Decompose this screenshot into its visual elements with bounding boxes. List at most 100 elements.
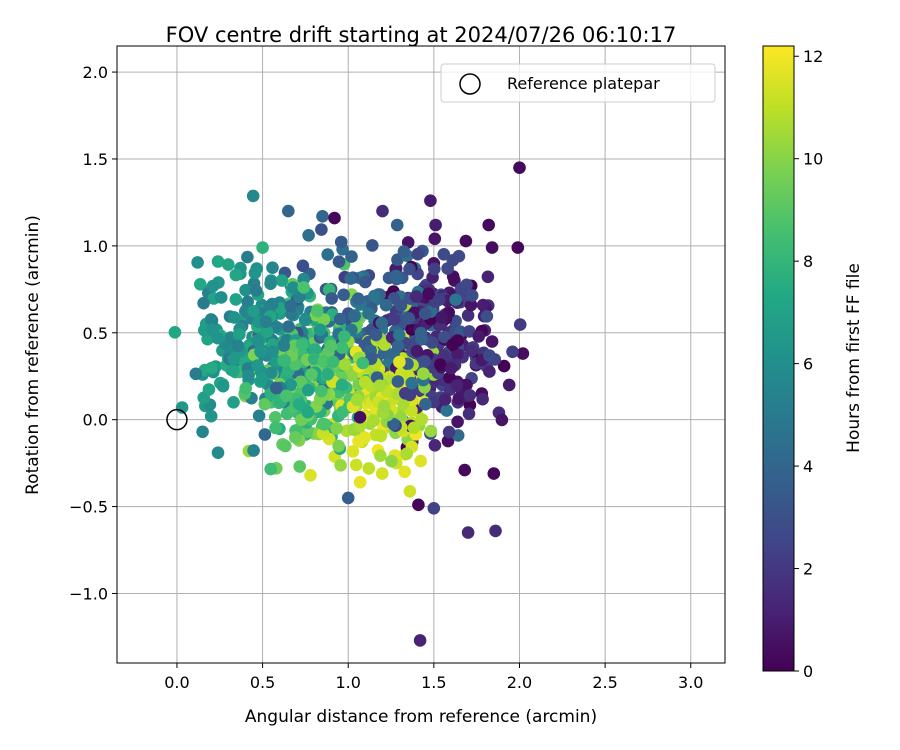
data-point	[511, 241, 525, 254]
data-point	[293, 460, 307, 473]
data-point	[310, 304, 324, 318]
data-point	[385, 454, 398, 468]
data-point	[398, 465, 412, 479]
data-point	[282, 320, 295, 333]
x-tick-label: 1.0	[335, 673, 360, 692]
data-point	[425, 336, 439, 349]
y-tick-label: 0.0	[83, 411, 108, 430]
data-point	[229, 293, 243, 306]
data-point	[513, 318, 527, 331]
data-point	[356, 356, 370, 370]
data-point	[418, 307, 432, 320]
data-point	[463, 389, 477, 402]
data-point	[387, 313, 401, 326]
data-point	[459, 234, 473, 248]
data-point	[452, 392, 466, 405]
data-point	[229, 268, 243, 282]
data-point	[460, 378, 473, 392]
data-point	[269, 421, 282, 435]
x-tick-label: 3.0	[678, 673, 703, 692]
data-point	[450, 379, 464, 392]
data-point	[485, 241, 499, 254]
data-point	[394, 299, 408, 312]
data-point	[295, 338, 309, 351]
y-tick-label: −0.5	[69, 498, 108, 517]
data-point	[362, 307, 375, 320]
data-point	[375, 467, 389, 480]
data-point	[464, 298, 478, 312]
data-point	[202, 383, 216, 396]
data-point	[251, 334, 264, 347]
data-point	[350, 393, 364, 407]
data-point	[334, 459, 347, 472]
data-point	[294, 375, 308, 389]
data-point	[353, 475, 367, 489]
data-point	[338, 358, 352, 371]
data-point	[251, 359, 264, 372]
data-point	[328, 211, 341, 225]
data-point	[429, 218, 442, 232]
data-point	[227, 311, 241, 324]
data-point	[265, 366, 278, 380]
data-point	[446, 253, 460, 267]
data-point	[432, 293, 446, 307]
data-point	[393, 355, 406, 369]
data-point	[206, 279, 220, 293]
data-point	[280, 389, 293, 403]
data-point	[403, 388, 417, 402]
data-point	[270, 381, 283, 395]
data-point	[417, 367, 430, 381]
data-point	[413, 634, 427, 647]
data-point	[489, 524, 502, 538]
data-point	[374, 449, 387, 463]
data-point	[196, 425, 209, 439]
data-point	[337, 288, 350, 302]
legend-frame	[440, 63, 716, 103]
data-point	[465, 344, 478, 358]
data-point	[304, 469, 317, 482]
data-point	[415, 332, 429, 346]
data-point	[460, 278, 473, 292]
legend: Reference platepar	[440, 63, 716, 103]
data-point	[483, 365, 496, 378]
data-point	[222, 258, 235, 271]
data-point	[168, 326, 182, 339]
x-tick-label: 1.5	[421, 673, 446, 692]
data-point	[438, 393, 452, 406]
data-point	[516, 347, 530, 360]
data-point	[293, 398, 306, 411]
data-point	[241, 250, 254, 264]
data-point	[476, 392, 489, 406]
x-tick-label: 2.0	[507, 673, 532, 692]
data-point	[252, 409, 266, 423]
data-point	[302, 229, 315, 242]
x-tick-label: 2.5	[592, 673, 617, 692]
data-point	[324, 339, 338, 353]
data-point	[367, 414, 380, 427]
data-point	[403, 262, 416, 276]
data-point	[411, 247, 425, 261]
data-point	[266, 261, 279, 275]
data-point	[266, 297, 279, 311]
data-point	[449, 314, 462, 328]
data-point	[321, 248, 335, 261]
y-tick-label: 0.5	[83, 324, 108, 343]
data-point	[297, 281, 311, 294]
data-point	[326, 355, 340, 369]
data-point	[428, 262, 441, 276]
data-point	[407, 421, 421, 435]
data-point	[286, 281, 300, 295]
data-point	[400, 447, 414, 461]
data-point	[410, 344, 424, 358]
data-point	[346, 445, 360, 458]
data-point	[315, 223, 328, 236]
data-point	[197, 296, 210, 310]
data-point	[397, 397, 410, 410]
data-point	[424, 194, 437, 207]
data-point	[269, 411, 282, 424]
data-point	[435, 311, 448, 324]
data-point	[377, 399, 391, 413]
y-axis-ticks: −1.0 −0.5 0.0 0.5 1.0 1.5 2.0	[69, 63, 117, 603]
x-axis-label: Angular distance from reference (arcmin)	[245, 707, 597, 727]
